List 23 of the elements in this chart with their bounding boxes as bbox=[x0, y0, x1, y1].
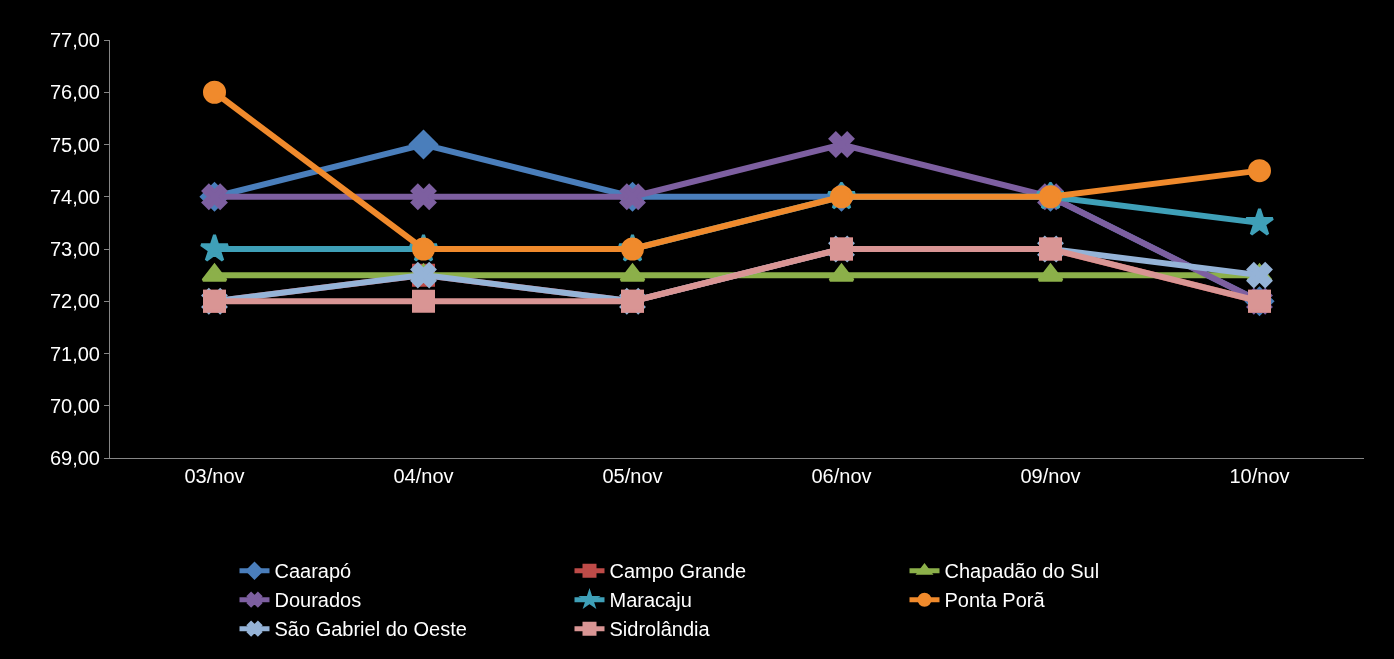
y-tick-label: 73,00 bbox=[49, 238, 100, 260]
x-tick-label: 03/nov bbox=[184, 465, 245, 487]
y-tick-label: 70,00 bbox=[49, 394, 100, 417]
y-tick-label: 75,00 bbox=[49, 133, 100, 156]
legend-label: Ponta Porã bbox=[944, 589, 1046, 612]
legend-label: Maracaju bbox=[609, 589, 692, 612]
x-tick-label: 05/nov bbox=[602, 465, 663, 487]
y-tick-label: 77,00 bbox=[49, 29, 100, 51]
legend-label: Campo Grande bbox=[609, 560, 747, 583]
legend-label: Caarapó bbox=[274, 560, 352, 583]
legend-label: Dourados bbox=[274, 589, 362, 612]
x-tick-label: 06/nov bbox=[811, 465, 872, 487]
y-tick-label: 69,00 bbox=[49, 447, 100, 469]
legend-label: Sidrolândia bbox=[609, 618, 711, 641]
legend-label: São Gabriel do Oeste bbox=[274, 618, 467, 641]
x-tick-label: 10/nov bbox=[1229, 465, 1290, 487]
legend-label: Chapadão do Sul bbox=[944, 560, 1100, 583]
y-tick-label: 74,00 bbox=[49, 185, 100, 208]
x-tick-label: 09/nov bbox=[1020, 465, 1081, 487]
x-tick-label: 04/nov bbox=[393, 465, 454, 487]
y-tick-label: 76,00 bbox=[49, 81, 100, 104]
y-tick-label: 72,00 bbox=[49, 290, 100, 313]
y-tick-label: 71,00 bbox=[49, 342, 100, 365]
